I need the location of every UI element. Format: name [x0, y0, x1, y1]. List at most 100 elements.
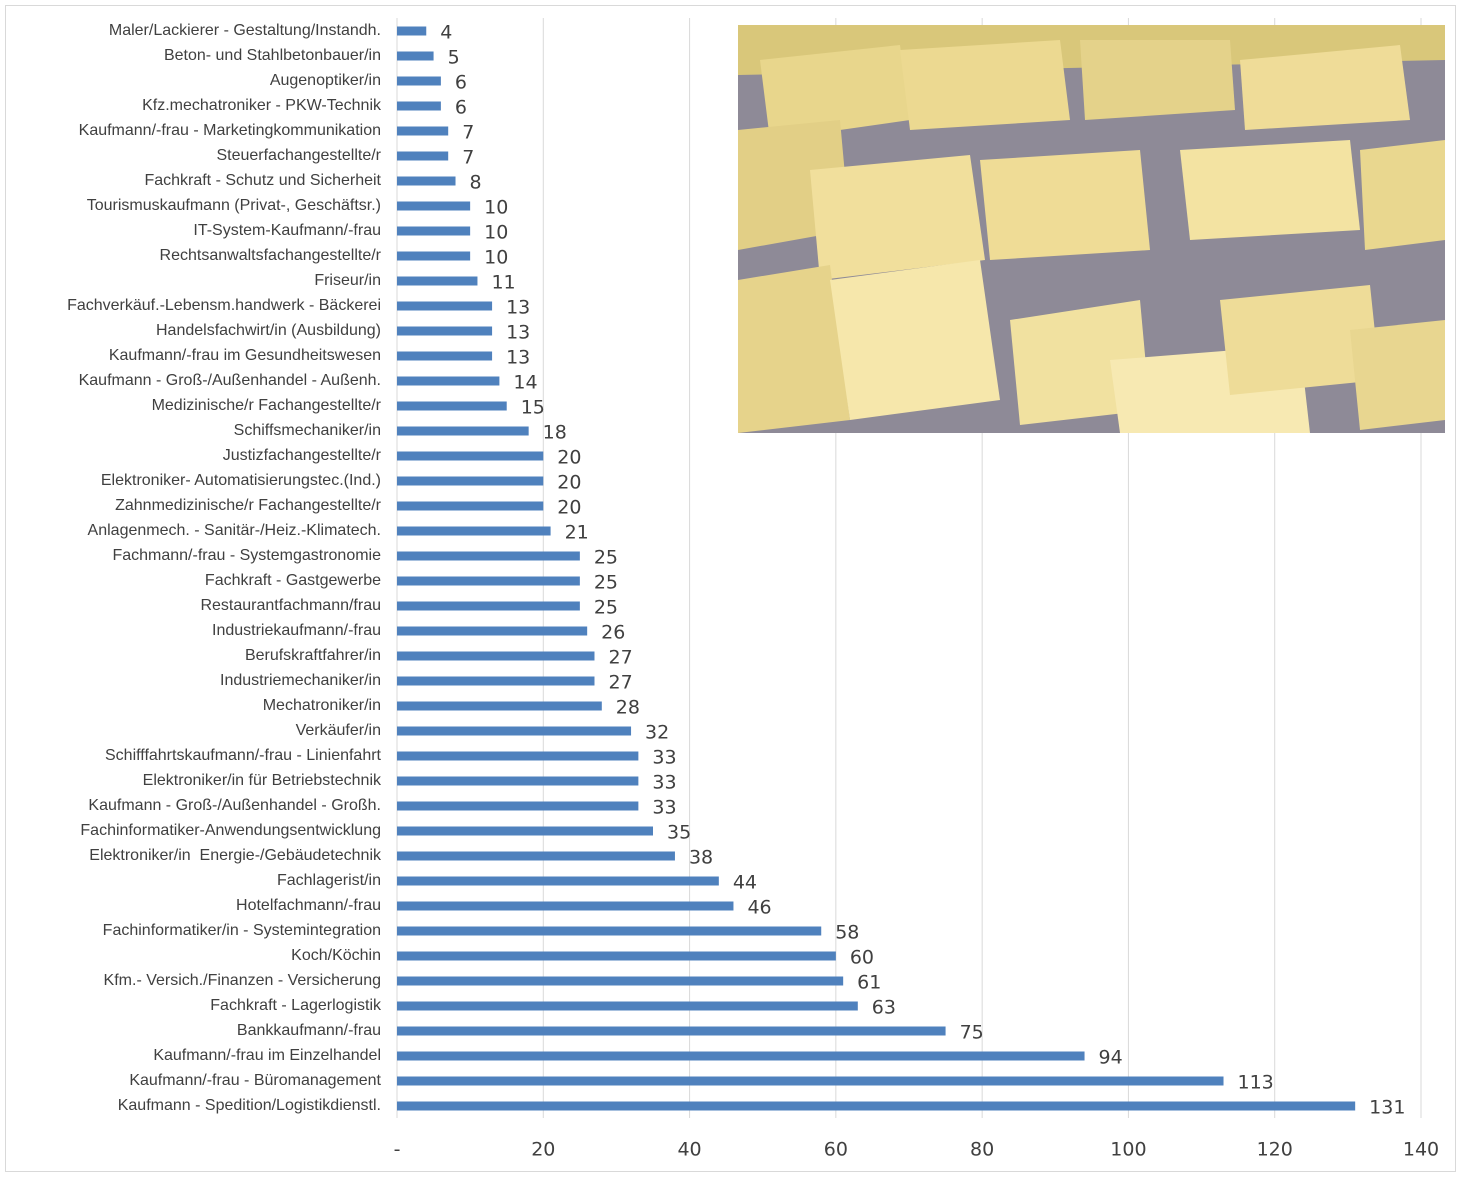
x-tick-label: -: [394, 1139, 401, 1161]
data-label: 21: [565, 522, 589, 544]
data-label: 20: [557, 472, 581, 494]
y-tick-label: Schiffsmechaniker/in: [234, 422, 381, 439]
y-tick-label: Handelsfachwirt/in (Ausbildung): [156, 322, 381, 339]
bar: [397, 926, 822, 936]
y-tick-label: IT-System-Kaufmann/-frau: [193, 222, 381, 239]
y-tick-label: Friseur/in: [314, 272, 381, 289]
data-label: 6: [455, 72, 467, 94]
data-label: 75: [960, 1022, 984, 1044]
bar: [397, 76, 441, 86]
bar: [397, 151, 449, 161]
bar: [397, 101, 441, 111]
data-label: 18: [543, 422, 567, 444]
bar: [397, 576, 580, 586]
y-tick-label: Zahnmedizinische/r Fachangestellte/r: [115, 497, 382, 514]
bar: [397, 401, 507, 411]
bar: [397, 526, 551, 536]
bar: [397, 326, 493, 336]
data-label: 14: [513, 372, 537, 394]
y-tick-label: Elektroniker/in für Betriebstechnik: [143, 772, 382, 789]
y-tick-label: Elektroniker- Automatisierungstec.(Ind.): [101, 472, 381, 489]
y-tick-label: Elektroniker/in Energie-/Gebäudetechnik: [89, 847, 382, 864]
y-tick-label: Tourismuskaufmann (Privat-, Geschäftsr.): [87, 197, 381, 214]
bar: [397, 301, 493, 311]
bar: [397, 751, 639, 761]
data-label: 10: [484, 247, 508, 269]
bar: [397, 176, 456, 186]
data-label: 131: [1369, 1097, 1405, 1119]
data-label: 60: [850, 947, 874, 969]
y-tick-label: Beton- und Stahlbetonbauer/in: [164, 47, 381, 64]
x-tick-label: 40: [677, 1139, 701, 1161]
data-label: 4: [440, 22, 452, 44]
bar: [397, 651, 595, 661]
bar: [397, 351, 493, 361]
y-tick-label: Industriemechaniker/in: [220, 672, 381, 689]
data-label: 38: [689, 847, 713, 869]
x-tick-label: 140: [1403, 1139, 1439, 1161]
data-label: 25: [594, 597, 618, 619]
bar: [397, 626, 588, 636]
data-label: 63: [872, 997, 896, 1019]
data-label: 10: [484, 197, 508, 219]
bar: [397, 876, 719, 886]
bar: [397, 126, 449, 136]
y-tick-label: Fachlagerist/in: [277, 872, 381, 889]
data-label: 26: [601, 622, 625, 644]
y-tick-label: Kaufmann - Spedition/Logistikdienstl.: [118, 1097, 381, 1114]
y-tick-label: Schifffahrtskaufmann/-frau - Linienfahrt: [105, 747, 382, 764]
bar: [397, 1101, 1356, 1111]
bar: [397, 676, 595, 686]
data-label: 13: [506, 322, 530, 344]
photo: [738, 25, 1445, 433]
bar: [397, 476, 544, 486]
y-tick-label: Kaufmann/-frau - Büromanagement: [129, 1072, 381, 1089]
photo-card: [1240, 45, 1410, 130]
bar: [397, 226, 471, 236]
y-tick-label: Fachkraft - Schutz und Sicherheit: [144, 172, 381, 189]
y-tick-label: Kaufmann - Groß-/Außenhandel - Großh.: [88, 797, 381, 814]
data-label: 8: [470, 172, 482, 194]
y-tick-label: Fachmann/-frau - Systemgastronomie: [112, 547, 381, 564]
data-label: 15: [521, 397, 545, 419]
y-tick-label: Fachkraft - Lagerlogistik: [210, 997, 382, 1014]
x-tick-label: 100: [1110, 1139, 1146, 1161]
chart-border: [5, 5, 1456, 1172]
y-tick-label: Industriekaufmann/-frau: [212, 622, 381, 639]
y-tick-label: Koch/Köchin: [291, 947, 381, 964]
data-label: 94: [1099, 1047, 1123, 1069]
data-label: 10: [484, 222, 508, 244]
photo-card: [900, 40, 1070, 130]
data-label: 25: [594, 572, 618, 594]
bar: [397, 551, 580, 561]
bar: [397, 726, 632, 736]
photo-card: [1360, 140, 1445, 250]
photo-card: [760, 45, 910, 140]
data-label: 7: [462, 122, 474, 144]
bar: [397, 501, 544, 511]
bar: [397, 601, 580, 611]
y-tick-label: Fachkraft - Gastgewerbe: [205, 572, 381, 589]
bar: [397, 801, 639, 811]
y-tick-label: Fachinformatiker-Anwendungsentwicklung: [80, 822, 381, 839]
data-label: 32: [645, 722, 669, 744]
bar: [397, 1076, 1224, 1086]
bar: [397, 901, 734, 911]
data-label: 11: [491, 272, 515, 294]
photo-card: [810, 155, 985, 280]
y-tick-label: Rechtsanwaltsfachangestellte/r: [160, 247, 382, 264]
bar: [397, 1026, 946, 1036]
data-label: 13: [506, 347, 530, 369]
data-label: 6: [455, 97, 467, 119]
y-tick-label: Justizfachangestellte/r: [223, 447, 382, 464]
data-label: 13: [506, 297, 530, 319]
x-tick-label: 60: [824, 1139, 848, 1161]
bar: [397, 701, 602, 711]
x-tick-label: 80: [970, 1139, 994, 1161]
data-label: 58: [835, 922, 859, 944]
y-tick-label: Kaufmann/-frau im Einzelhandel: [153, 1047, 381, 1064]
photo-card: [1080, 40, 1235, 120]
data-label: 7: [462, 147, 474, 169]
